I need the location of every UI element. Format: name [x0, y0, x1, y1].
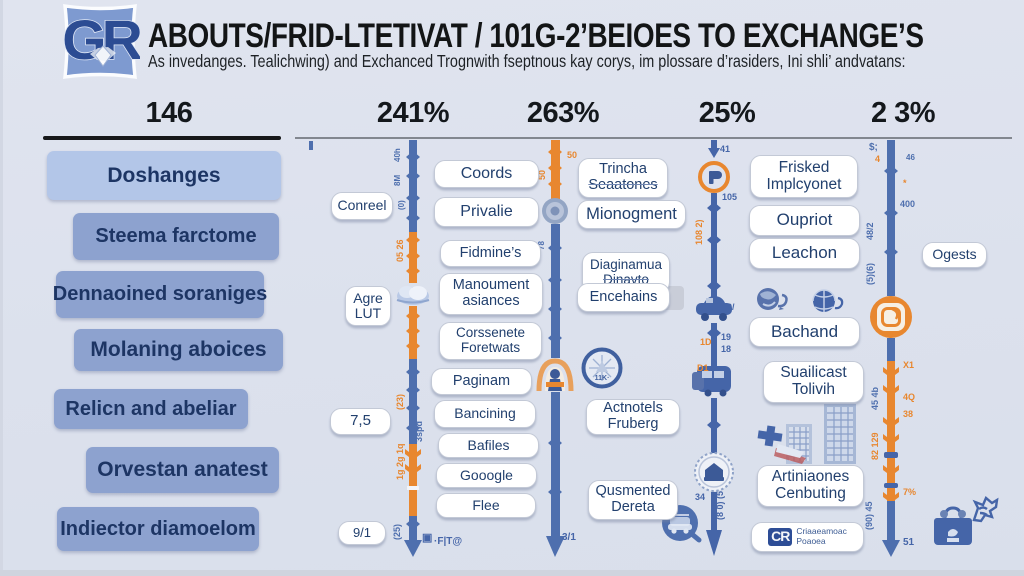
svg-text:400: 400	[900, 199, 915, 209]
svg-text:40h: 40h	[393, 148, 402, 162]
svg-text:3spd: 3spd	[414, 421, 424, 442]
svg-text:8M: 8M	[393, 175, 402, 186]
svg-text:(5)(6): (5)(6)	[865, 263, 875, 285]
svg-text:3/1: 3/1	[562, 532, 576, 543]
svg-text:105: 105	[722, 192, 737, 202]
svg-text:51: 51	[903, 537, 915, 548]
svg-text:1g 2g 1q: 1g 2g 1q	[395, 443, 405, 480]
svg-text:·F|T@: ·F|T@	[434, 536, 462, 547]
svg-text:78: 78	[537, 241, 546, 250]
svg-text:4Q: 4Q	[903, 392, 915, 402]
svg-text:(90) 45: (90) 45	[864, 501, 874, 530]
svg-text:48/2: 48/2	[865, 222, 875, 240]
svg-text:*: *	[903, 178, 907, 188]
svg-text:(23): (23)	[395, 394, 405, 410]
svg-text:7%: 7%	[903, 487, 916, 497]
svg-text:50: 50	[567, 150, 577, 160]
svg-text:45 4b: 45 4b	[870, 386, 880, 410]
svg-text:19: 19	[721, 332, 731, 342]
svg-text:$;: $;	[869, 142, 878, 153]
svg-text:GR: GR	[62, 8, 140, 70]
svg-text:82 129: 82 129	[870, 432, 880, 460]
svg-text:▣: ▣	[422, 532, 432, 544]
svg-text:18: 18	[721, 344, 731, 354]
svg-text:11K·: 11K·	[595, 375, 610, 382]
svg-text:50: 50	[537, 170, 547, 180]
svg-text:41: 41	[720, 144, 730, 154]
svg-text:46: 46	[906, 153, 915, 162]
svg-text:X1: X1	[903, 360, 914, 370]
svg-text:4: 4	[875, 154, 880, 164]
svg-text:108 2): 108 2)	[694, 219, 704, 245]
svg-text:(0): (0)	[397, 200, 406, 210]
svg-text:1D: 1D	[700, 337, 712, 347]
svg-text:(25): (25)	[392, 524, 402, 540]
svg-text:38: 38	[903, 409, 913, 419]
svg-text:34: 34	[695, 492, 705, 502]
svg-text:05 26: 05 26	[395, 239, 405, 262]
svg-text:(8 0) (5: (8 0) (5	[715, 491, 725, 520]
svg-text:D1: D1	[697, 363, 709, 373]
